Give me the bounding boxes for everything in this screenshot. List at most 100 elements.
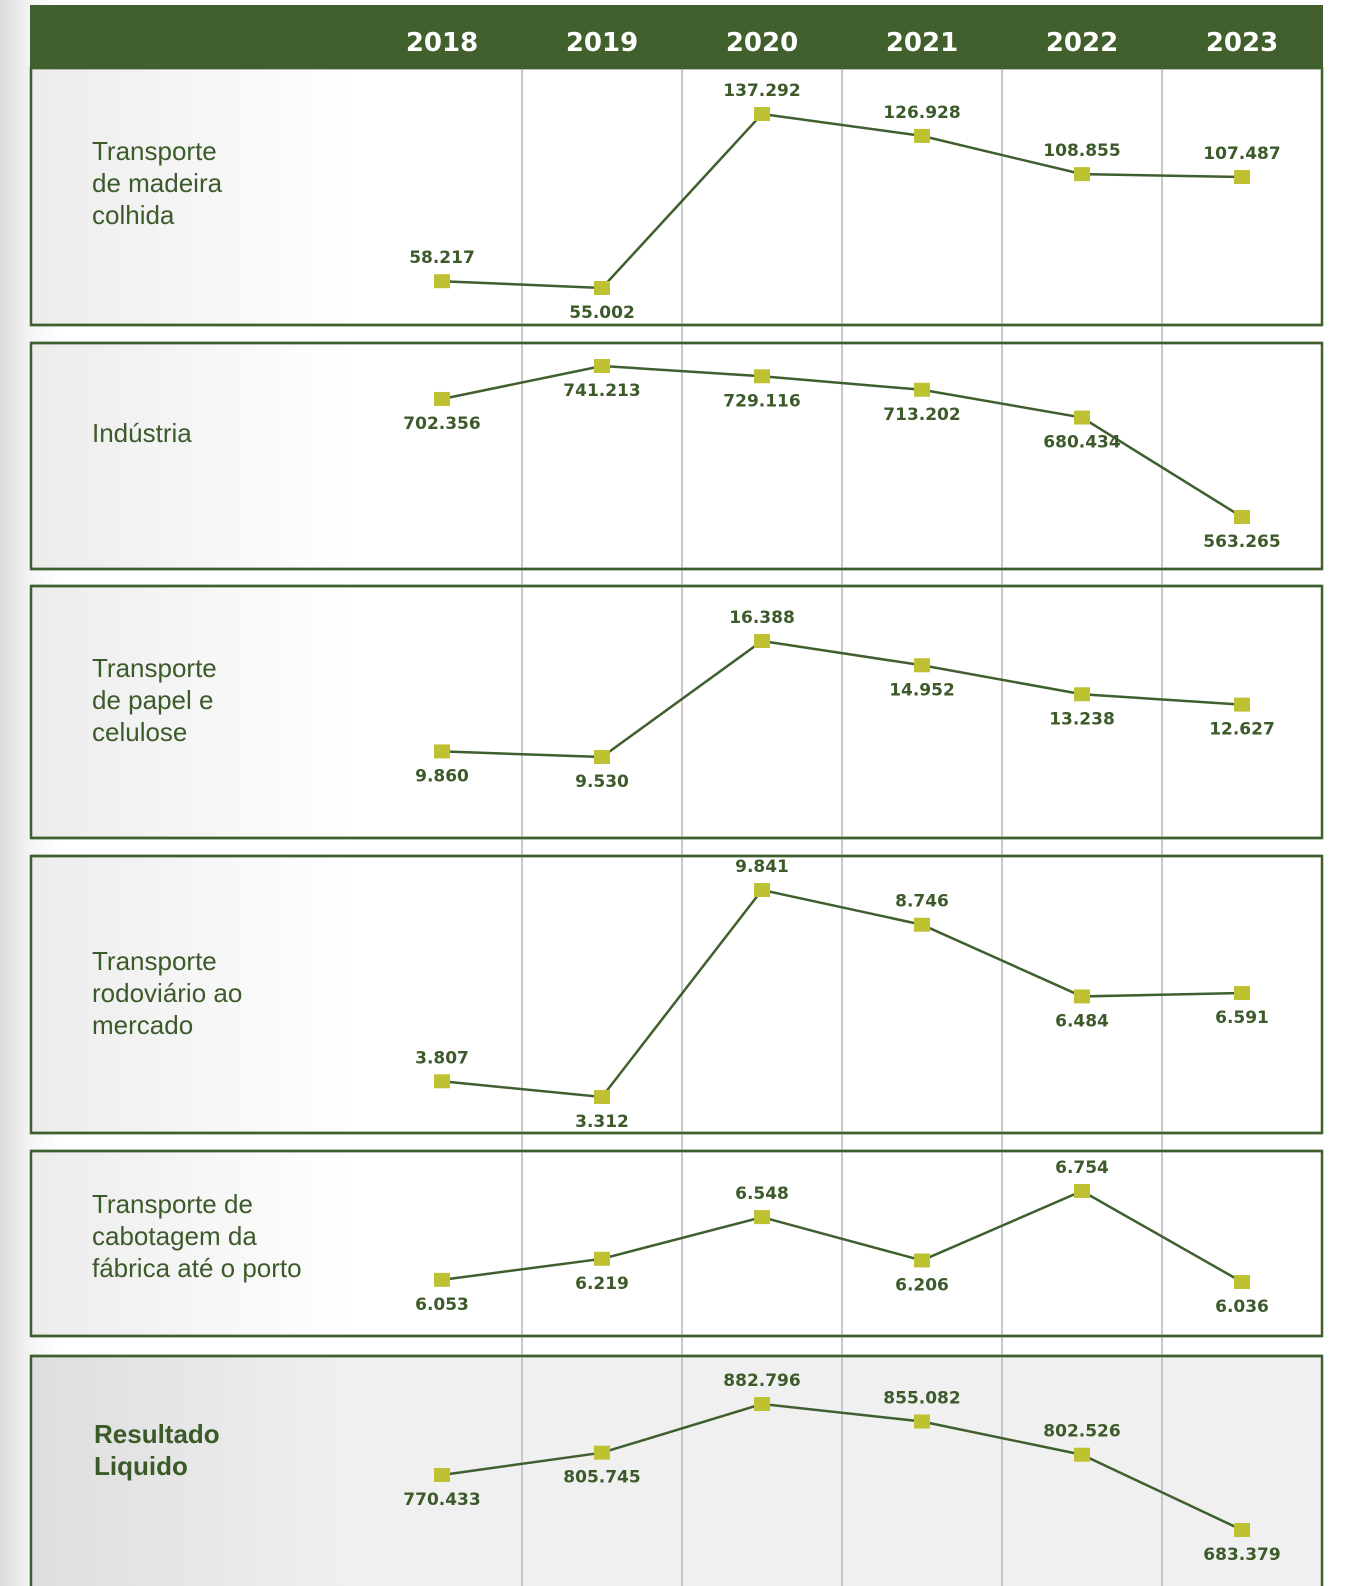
- row-label-line: rodoviário ao: [92, 978, 242, 1008]
- data-label: 55.002: [569, 303, 635, 323]
- panel-3-frame: [29, 584, 1324, 840]
- row-label-1: Transporte de madeira colhida: [92, 136, 223, 230]
- data-point-marker: [434, 1272, 450, 1287]
- series-line-4: [441, 888, 1243, 1099]
- data-point-marker: [594, 1090, 610, 1104]
- row-label-line: Transporte: [92, 946, 217, 976]
- year-label-2020: 2020: [726, 28, 798, 58]
- data-point-marker: [594, 1251, 610, 1266]
- data-point-marker: [1074, 1184, 1090, 1198]
- row-label-line: mercado: [92, 1010, 193, 1040]
- series-line-5: [441, 1189, 1243, 1284]
- row-label-line: Resultado: [94, 1419, 220, 1449]
- data-point-marker: [1074, 687, 1090, 702]
- data-label: 107.487: [1203, 144, 1280, 164]
- data-point-marker: [914, 1414, 930, 1429]
- data-point-marker: [434, 1074, 450, 1089]
- data-point-marker: [914, 1253, 930, 1268]
- row-label-line: cabotagem da: [92, 1221, 257, 1251]
- data-label: 12.627: [1209, 720, 1275, 740]
- data-point-marker: [914, 128, 930, 143]
- row-label-line: Transporte: [92, 653, 217, 683]
- data-label: 126.928: [883, 103, 960, 123]
- year-label-2019: 2019: [566, 28, 638, 58]
- data-label: 9.530: [575, 772, 629, 792]
- header-bar: [30, 5, 1323, 68]
- data-label: 6.484: [1055, 1011, 1109, 1031]
- data-label: 802.526: [1043, 1422, 1120, 1442]
- data-point-marker: [594, 281, 610, 295]
- data-label: 6.548: [735, 1184, 789, 1204]
- panel-2-frame: [29, 341, 1324, 571]
- data-label: 805.745: [563, 1468, 640, 1488]
- data-point-marker: [914, 658, 930, 673]
- panel-5-frame: [29, 1149, 1324, 1338]
- data-point-marker: [434, 274, 450, 289]
- panel-4-frame: [29, 854, 1324, 1135]
- series-line-1: [441, 112, 1243, 290]
- series-line-2: [441, 364, 1243, 519]
- data-label: 855.082: [883, 1389, 960, 1409]
- year-label-2023: 2023: [1206, 28, 1278, 58]
- row-label-2: Indústria: [92, 418, 192, 448]
- data-point-marker: [1234, 986, 1250, 1001]
- data-label: 6.754: [1055, 1158, 1109, 1178]
- data-point-marker: [1234, 1275, 1250, 1289]
- data-label: 16.388: [729, 608, 795, 628]
- data-label: 9.841: [735, 857, 789, 877]
- data-point-marker: [594, 1445, 610, 1460]
- data-point-marker: [1074, 410, 1090, 425]
- data-point-marker: [754, 883, 770, 897]
- data-label: 9.860: [415, 766, 469, 786]
- data-label: 6.053: [415, 1295, 469, 1315]
- data-label: 108.855: [1043, 141, 1120, 161]
- data-point-marker: [1234, 697, 1250, 712]
- data-label: 8.746: [895, 892, 949, 912]
- data-point-marker: [1074, 1447, 1090, 1462]
- year-label-2021: 2021: [886, 28, 958, 58]
- row-label-line: de madeira: [92, 168, 223, 198]
- data-point-marker: [1234, 1523, 1250, 1537]
- data-label: 6.206: [895, 1275, 949, 1295]
- data-label: 563.265: [1203, 532, 1280, 552]
- row-label-line: colhida: [92, 200, 175, 230]
- data-label: 683.379: [1203, 1545, 1280, 1565]
- series-line-6: [441, 1402, 1243, 1532]
- data-label: 3.807: [415, 1048, 469, 1068]
- data-label: 14.952: [889, 680, 955, 700]
- data-label: 6.036: [1215, 1297, 1269, 1317]
- data-point-marker: [914, 917, 930, 932]
- data-point-marker: [754, 1397, 770, 1411]
- data-point-marker: [754, 1210, 770, 1225]
- data-point-marker: [914, 382, 930, 397]
- row-label-line: Indústria: [92, 418, 192, 448]
- data-label: 770.433: [403, 1490, 480, 1510]
- data-point-marker: [594, 359, 610, 373]
- data-label: 702.356: [403, 414, 480, 434]
- row-label-line: Liquido: [94, 1451, 188, 1481]
- data-point-marker: [594, 750, 610, 764]
- data-label: 713.202: [883, 405, 960, 425]
- row-label-line: de papel e: [92, 685, 213, 715]
- data-point-marker: [1074, 989, 1090, 1004]
- data-label: 13.238: [1049, 709, 1115, 729]
- panel-6-frame: [29, 1354, 1324, 1586]
- row-label-3: Transporte de papel e celulose: [92, 653, 217, 747]
- data-point-marker: [754, 369, 770, 384]
- row-label-line: fábrica até o porto: [92, 1253, 302, 1283]
- row-label-4: Transporte rodoviário ao mercado: [92, 946, 242, 1040]
- data-label: 6.591: [1215, 1008, 1269, 1028]
- data-label: 3.312: [575, 1112, 629, 1132]
- data-label: 882.796: [723, 1371, 800, 1391]
- data-label: 741.213: [563, 381, 640, 401]
- data-point-marker: [434, 744, 450, 759]
- series-line-3: [441, 639, 1243, 759]
- data-label: 680.434: [1043, 433, 1121, 453]
- data-label: 729.116: [723, 391, 800, 411]
- data-point-marker: [434, 1467, 450, 1482]
- row-label-line: Transporte de: [92, 1189, 253, 1219]
- year-label-2022: 2022: [1046, 28, 1118, 58]
- row-label-line: Transporte: [92, 136, 217, 166]
- data-label: 58.217: [409, 248, 475, 268]
